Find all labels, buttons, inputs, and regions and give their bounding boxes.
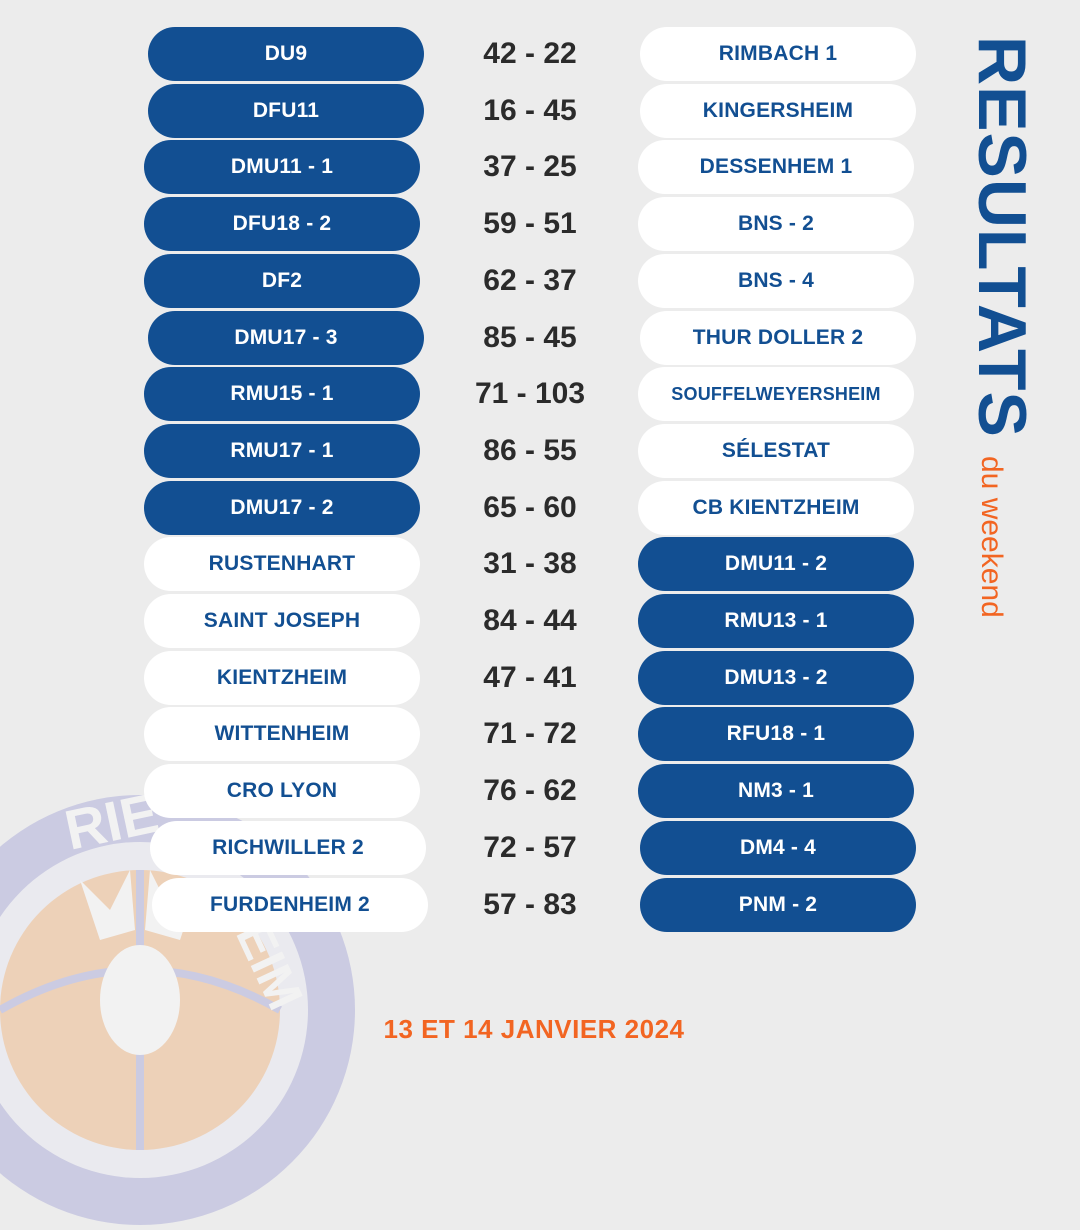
away-team: PNM - 2 [640, 878, 916, 932]
home-team: DU9 [148, 27, 424, 81]
home-team: RUSTENHART [144, 537, 420, 591]
away-team: DESSENHEM 1 [638, 140, 914, 194]
match-score: 31 - 38 [483, 547, 577, 580]
away-team: RMU13 - 1 [638, 594, 914, 648]
home-team: DMU17 - 3 [148, 311, 424, 365]
home-team: KIENTZHEIM [144, 651, 420, 705]
match-score: 86 - 55 [483, 434, 577, 467]
match-score: 47 - 41 [483, 661, 577, 694]
home-team: CRO LYON [144, 764, 420, 818]
match-score: 59 - 51 [483, 207, 577, 240]
home-team: DFU18 - 2 [144, 197, 420, 251]
match-score: 57 - 83 [483, 888, 577, 921]
page-title: RESULTATS [964, 36, 1040, 438]
home-team: DMU17 - 2 [144, 481, 420, 535]
home-team: DF2 [144, 254, 420, 308]
away-team: DM4 - 4 [640, 821, 916, 875]
away-team: NM3 - 1 [638, 764, 914, 818]
home-team: RMU17 - 1 [144, 424, 420, 478]
match-score: 85 - 45 [483, 321, 577, 354]
away-team: RFU18 - 1 [638, 707, 914, 761]
match-score: 42 - 22 [483, 37, 577, 70]
match-score: 84 - 44 [483, 604, 577, 637]
away-team: DMU11 - 2 [638, 537, 914, 591]
away-team: KINGERSHEIM [640, 84, 916, 138]
away-team: SOUFFELWEYERSHEIM [638, 367, 914, 421]
home-team: FURDENHEIM 2 [152, 878, 428, 932]
event-date: 13 ET 14 JANVIER 2024 [383, 1014, 685, 1044]
match-score: 16 - 45 [483, 94, 577, 127]
home-team: RICHWILLER 2 [150, 821, 426, 875]
match-score: 71 - 103 [474, 377, 586, 410]
away-team: SÉLESTAT [638, 424, 914, 478]
home-team: DFU11 [148, 84, 424, 138]
match-score: 72 - 57 [483, 831, 577, 864]
away-team: BNS - 2 [638, 197, 914, 251]
match-score: 37 - 25 [483, 150, 577, 183]
away-team: CB KIENTZHEIM [638, 481, 914, 535]
away-team: THUR DOLLER 2 [640, 311, 916, 365]
home-team: SAINT JOSEPH [144, 594, 420, 648]
home-team: DMU11 - 1 [144, 140, 420, 194]
match-score: 71 - 72 [483, 717, 577, 750]
page-subtitle: du weekend [975, 456, 1008, 618]
match-score: 65 - 60 [483, 491, 577, 524]
home-team: WITTENHEIM [144, 707, 420, 761]
match-score: 76 - 62 [483, 774, 577, 807]
away-team: RIMBACH 1 [640, 27, 916, 81]
away-team: BNS - 4 [638, 254, 914, 308]
away-team: DMU13 - 2 [638, 651, 914, 705]
home-team: RMU15 - 1 [144, 367, 420, 421]
match-score: 62 - 37 [483, 264, 577, 297]
